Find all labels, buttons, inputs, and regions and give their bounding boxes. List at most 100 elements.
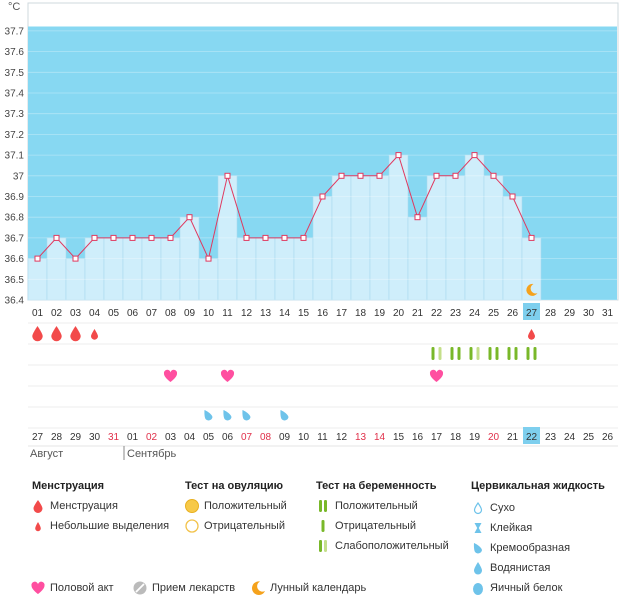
cycle-day-label: 04 [89,308,101,319]
temperature-bar [464,154,485,301]
temperature-bar [274,237,295,301]
cervical-fluid-marker [242,410,251,421]
temperature-bar [293,237,314,301]
intercourse-marker [429,369,444,382]
cycle-day-label: 11 [222,308,233,319]
temperature-bar [84,237,105,301]
calendar-date-label: 12 [336,432,348,443]
calendar-date-label: 20 [488,432,500,443]
cycle-day-label: 22 [431,308,443,319]
temperature-point [528,234,535,241]
cycle-day-label: 05 [108,308,120,319]
legend-fluid-title: Цервикальная жидкость [471,480,605,492]
pill-icon [133,581,147,595]
temperature-bar [122,237,143,301]
bbt-chart: 36.4 36.5 36.6 36.7 36.8 36.9 37 37.1 37.2 37.3 37… [5,1,619,460]
pregnancy-test-stripe [526,347,530,360]
calendar-date-label: 04 [184,432,196,443]
calendar-date-label: 30 [89,432,101,443]
temperature-bar [236,237,257,301]
legend-fluid-egg-white-label: Яичный белок [490,582,563,594]
calendar-date-label: 13 [355,432,367,443]
cycle-day-label: 30 [583,308,595,319]
temperature-point [34,255,41,262]
pregnancy-test-stripe [431,347,435,360]
calendar-date-label: 07 [241,432,253,443]
temperature-bar [141,237,162,301]
cycle-day-label: 01 [32,308,44,319]
temperature-bar [46,237,67,301]
pregnancy-test-stripe [533,347,537,360]
calendar-date-label: 10 [298,432,310,443]
y-tick-label: 37.5 [5,68,25,79]
calendar-date-label: 15 [393,432,405,443]
light-spotting-marker [91,329,98,340]
temperature-point [148,234,155,241]
cycle-day-label: 15 [298,308,310,319]
temperature-point [205,255,212,262]
cycle-day-label: 26 [507,308,519,319]
temperature-point [509,193,516,200]
temperature-point [281,234,288,241]
cycle-day-label: 16 [317,308,329,319]
y-tick-label: 36.8 [5,213,25,224]
month-label-august: Август [30,448,63,460]
small-drop-icon [35,522,41,532]
moon-marker [526,283,538,296]
temperature-point [224,172,231,179]
legend-moon-label: Лунный календарь [270,582,367,594]
calendar-date-label: 06 [222,432,234,443]
pregnancy-test-stripe [495,347,499,360]
pregnancy-test-stripe [469,347,473,360]
temperature-point [490,172,497,179]
y-tick-label: 37.4 [5,89,25,100]
cycle-day-label: 03 [70,308,82,319]
cycle-day-label: 06 [127,308,139,319]
cervical-fluid-marker [204,410,213,421]
legend-ovulation-positive-label: Положительный [204,500,287,512]
cycle-day-label: 13 [260,308,272,319]
empty-circle-icon [185,519,199,533]
calendar-date-label: 31 [108,432,120,443]
temperature-point [72,255,79,262]
y-tick-label: 36.7 [5,233,25,244]
legend: Менструация Менструация Небольшие выделе… [0,472,626,595]
pregnancy-test-stripe-weak [476,347,480,360]
legend-light-spotting-label: Небольшие выделения [50,520,170,532]
legend-pregnancy-weak-label: Слабоположительный [335,540,449,552]
legend-fluid-creamy-label: Кремообразная [490,542,571,554]
temperature-bar [521,237,542,301]
temperature-point [433,172,440,179]
cycle-day-label: 02 [51,308,63,319]
temperature-point [414,214,421,221]
y-tick-label: 37.6 [5,47,25,58]
legend-medication-label: Прием лекарств [152,582,236,594]
y-tick-label: 36.9 [5,192,25,203]
temperature-bar [103,237,124,301]
legend-ovulation-negative-label: Отрицательный [204,520,285,532]
cycle-day-label: 10 [203,308,215,319]
calendar-date-label: 29 [70,432,82,443]
calendar-date-label: 16 [412,432,424,443]
calendar-date-label: 23 [545,432,557,443]
temperature-point [243,234,250,241]
light-spotting-marker [528,329,535,340]
cycle-day-label: 29 [564,308,576,319]
double-stripe-icon [319,500,327,512]
calendar-date-label: 18 [450,432,462,443]
cycle-day-label: 19 [374,308,386,319]
cycle-day-label: 21 [412,308,424,319]
temperature-point [53,234,60,241]
legend-fluid-watery-label: Водянистая [490,562,551,574]
calendar-date-label: 22 [526,432,538,443]
temperature-bar [160,237,181,301]
calendar-date-label: 08 [260,432,272,443]
y-tick-label: 37 [13,171,25,182]
cycle-day-label: 12 [241,308,253,319]
calendar-date-label: 11 [317,432,328,443]
temperature-point [300,234,307,241]
calendar-date-label: 01 [127,432,139,443]
pregnancy-test-stripe [457,347,461,360]
cycle-day-label: 25 [488,308,500,319]
cycle-day-label: 28 [545,308,557,319]
